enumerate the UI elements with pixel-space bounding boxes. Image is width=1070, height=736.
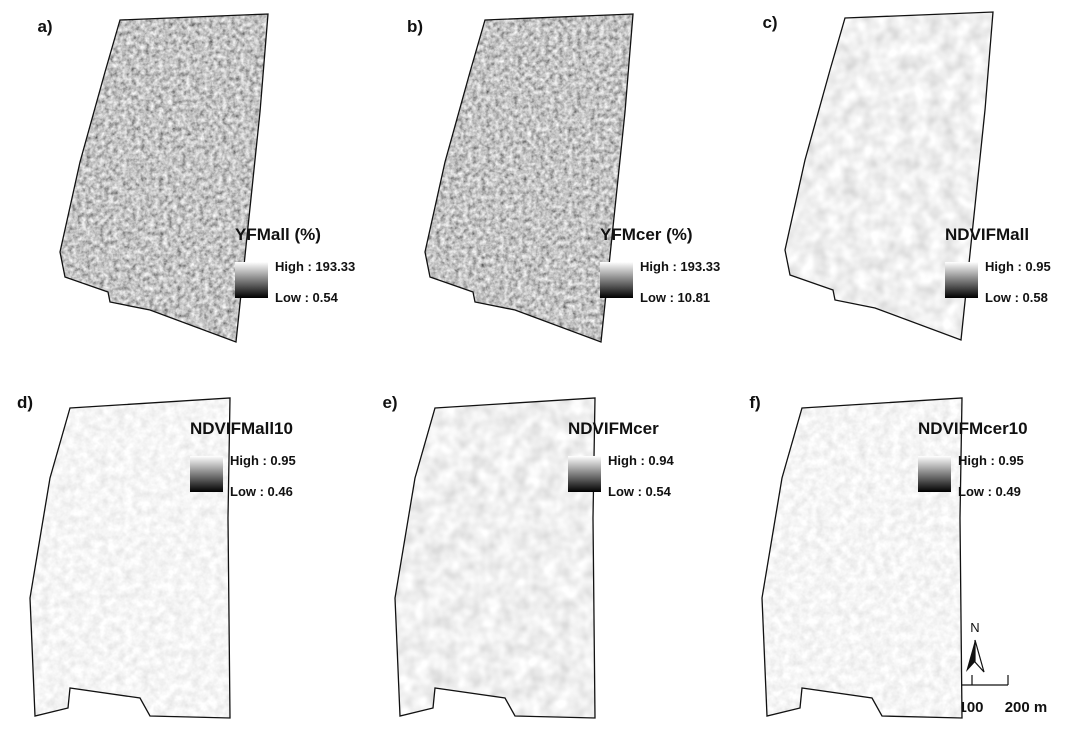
legend-high: High : 193.33	[640, 259, 720, 274]
legend-low: Low : 0.54	[275, 290, 339, 305]
north-arrow	[966, 640, 984, 672]
map-panel: f) NDVIFMcer10 High : 0.95 Low : 0.49	[749, 393, 1027, 718]
panel-label: d)	[17, 393, 33, 412]
legend-ramp	[190, 456, 223, 492]
map-panel: a) YFMall (%) High : 193.33 Low : 0.54	[37, 14, 355, 342]
legend-title: NDVIFMcer	[568, 419, 659, 438]
legend-ramp	[568, 456, 601, 492]
legend-low: Low : 0.49	[958, 484, 1021, 499]
legend-low: Low : 10.81	[640, 290, 710, 305]
legend-low: Low : 0.54	[608, 484, 672, 499]
legend-high: High : 0.94	[608, 453, 675, 468]
legend-title: NDVIFMcer10	[918, 419, 1028, 438]
panel-label: b)	[407, 17, 423, 36]
field-raster	[395, 398, 595, 718]
legend-high: High : 193.33	[275, 259, 355, 274]
legend-title: NDVIFMall10	[190, 419, 293, 438]
legend-title: NDVIFMall	[945, 225, 1029, 244]
legend-title: YFMcer (%)	[600, 225, 693, 244]
field-raster	[762, 398, 962, 718]
panel-label: f)	[749, 393, 760, 412]
north-label: N	[970, 620, 979, 635]
figure: N 0 100 200 m a)YFMall (%)High : 193.33L…	[0, 0, 1070, 736]
map-panel: b) YFMcer (%) High : 193.33 Low : 10.81	[407, 14, 720, 342]
legend-ramp	[600, 262, 633, 298]
legend-title: YFMall (%)	[235, 225, 321, 244]
field-raster	[30, 398, 230, 718]
map-panel: e) NDVIFMcer High : 0.94 Low : 0.54	[382, 393, 674, 718]
panel-label: c)	[762, 13, 777, 32]
legend-ramp	[945, 262, 978, 298]
legend-ramp	[918, 456, 951, 492]
map-panel: d) NDVIFMall10 High : 0.95 Low : 0.46	[17, 393, 296, 718]
map-panel: c) NDVIFMall High : 0.95 Low : 0.58	[762, 12, 1050, 340]
legend-low: Low : 0.58	[985, 290, 1048, 305]
panel-label: e)	[382, 393, 397, 412]
legend-ramp	[235, 262, 268, 298]
legend-high: High : 0.95	[958, 453, 1024, 468]
scale-label: 200 m	[1005, 699, 1048, 716]
panel-label: a)	[37, 17, 52, 36]
page: {"panels": [ {"label": "a)", "title": "Y…	[0, 0, 1070, 736]
legend-low: Low : 0.46	[230, 484, 293, 499]
legend-high: High : 0.95	[230, 453, 296, 468]
legend-high: High : 0.95	[985, 259, 1051, 274]
